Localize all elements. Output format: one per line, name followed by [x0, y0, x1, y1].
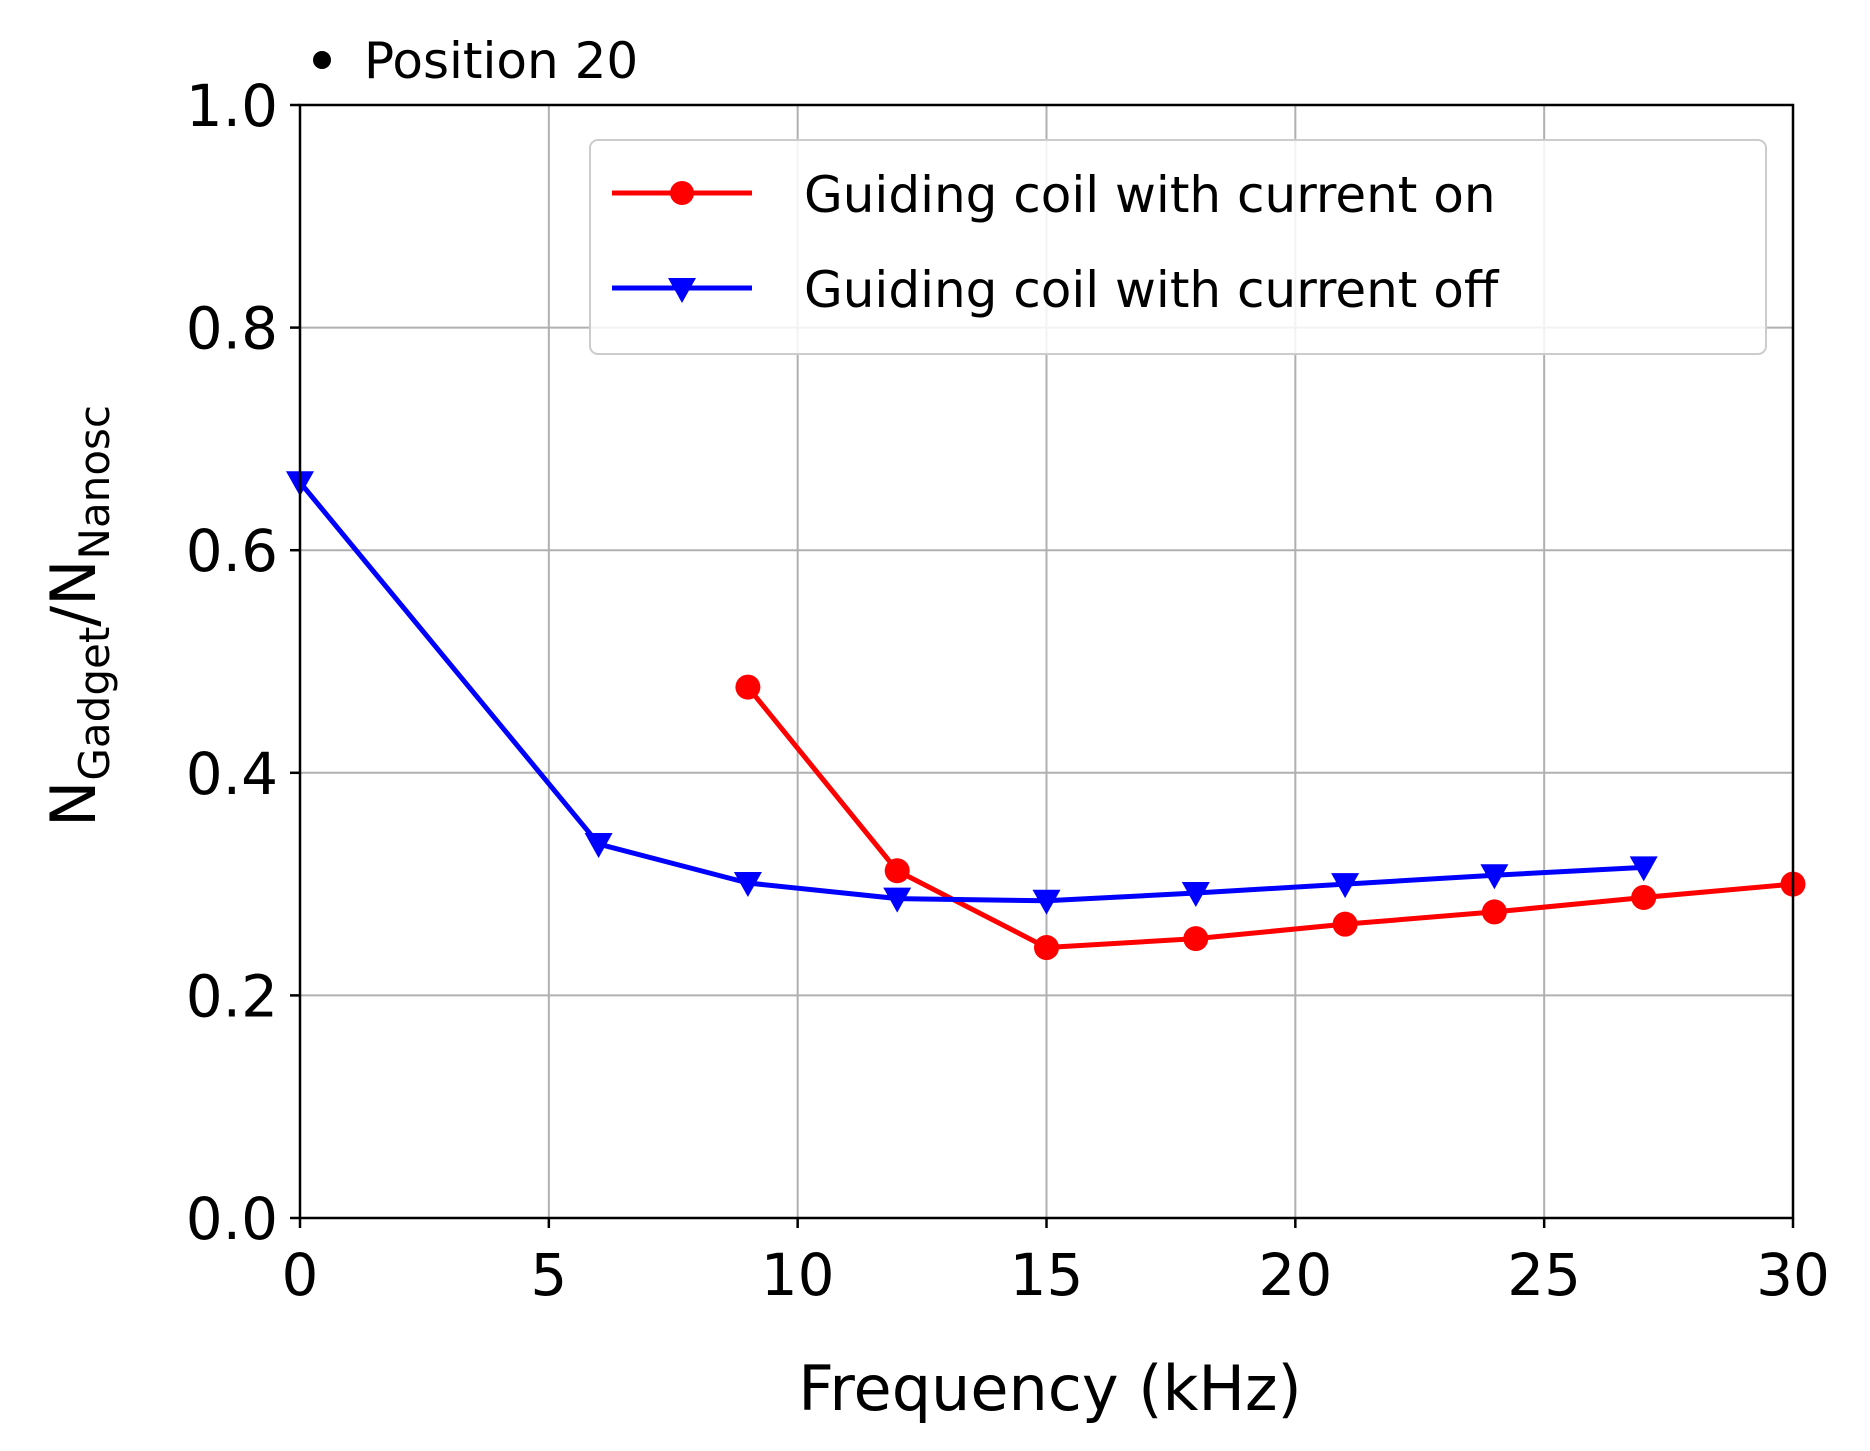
legend-label-current-off: Guiding coil with current off — [804, 261, 1500, 319]
data-point — [584, 833, 613, 859]
y-axis-label-sub2: Nanosc — [70, 405, 119, 559]
data-point — [1480, 864, 1509, 890]
legend-entry-current-on: Guiding coil with current on — [612, 166, 1496, 224]
x-tick-label: 15 — [1010, 1241, 1084, 1309]
annotation-bullet — [313, 51, 331, 69]
y-tick-label: 0.4 — [186, 740, 278, 808]
legend-entry-current-off: Guiding coil with current off — [612, 261, 1500, 319]
y-axis-label: NGadget/NNanosc — [37, 405, 119, 827]
series-1 — [286, 471, 1658, 915]
data-point — [883, 887, 912, 913]
legend-swatch-marker-current-on — [670, 181, 694, 205]
y-tick-label: 0.6 — [186, 517, 278, 585]
y-tick-label: 1.0 — [186, 72, 278, 140]
x-axis-ticks: 0 5 10 15 20 25 30 — [282, 1218, 1830, 1309]
data-point — [735, 674, 761, 700]
y-axis-label-sub1: Gadget — [70, 627, 119, 781]
y-tick-label: 0.8 — [186, 295, 278, 363]
y-tick-label: 0.0 — [186, 1185, 278, 1253]
y-axis-label-main: N — [37, 781, 110, 827]
x-tick-label: 20 — [1258, 1241, 1332, 1309]
y-axis-ticks: 0.0 0.2 0.4 0.6 0.8 1.0 — [186, 72, 300, 1253]
annotation-text: Position 20 — [364, 32, 638, 90]
data-point — [884, 858, 910, 884]
x-axis-label: Frequency (kHz) — [798, 1352, 1301, 1425]
series-layer — [286, 471, 1806, 961]
legend: Guiding coil with current on Guiding coi… — [589, 139, 1767, 355]
legend-label-current-on: Guiding coil with current on — [804, 166, 1496, 224]
x-tick-label: 25 — [1507, 1241, 1581, 1309]
legend-swatch-marker-current-off — [668, 278, 696, 303]
x-tick-label: 5 — [530, 1241, 567, 1309]
data-point — [733, 871, 762, 897]
y-axis-label-sep: /N — [37, 559, 110, 626]
data-point — [1034, 935, 1059, 961]
x-tick-label: 10 — [761, 1241, 835, 1309]
data-point — [1331, 873, 1360, 899]
series-line — [745, 685, 1794, 951]
data-point — [1181, 882, 1210, 908]
data-point — [1032, 889, 1061, 915]
data-point — [1631, 884, 1657, 910]
data-point — [1332, 911, 1358, 937]
x-tick-label: 0 — [282, 1241, 319, 1309]
series-0 — [735, 674, 1806, 961]
x-tick-label: 30 — [1756, 1241, 1830, 1309]
legend-box — [589, 139, 1767, 355]
data-point — [1629, 856, 1658, 882]
annotation: Position 20 — [313, 32, 638, 90]
y-tick-label: 0.2 — [186, 962, 278, 1030]
data-point — [1481, 899, 1507, 925]
data-point — [1183, 926, 1209, 952]
